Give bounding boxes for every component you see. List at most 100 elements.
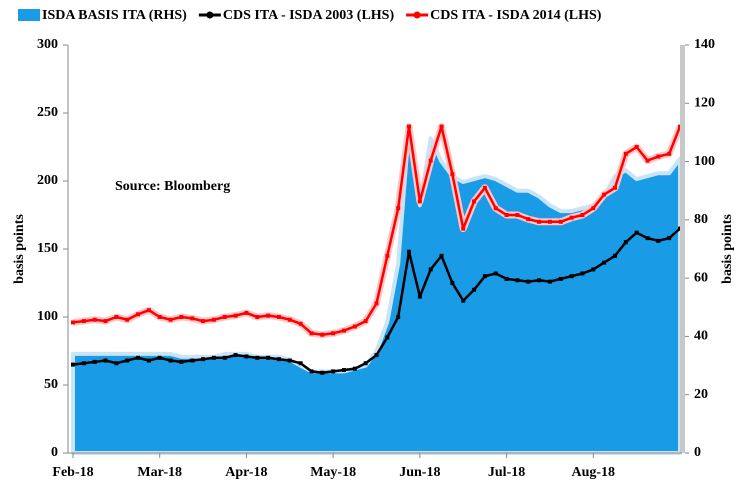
marker <box>298 321 303 326</box>
y-tick-label: 150 <box>37 241 58 256</box>
marker <box>125 358 130 363</box>
marker <box>407 124 412 129</box>
marker <box>276 357 281 362</box>
marker <box>612 253 617 258</box>
marker <box>580 213 585 217</box>
marker <box>482 274 487 279</box>
marker <box>266 313 271 318</box>
marker <box>287 317 292 322</box>
y-tick-label: 0 <box>51 445 58 460</box>
legend-marker <box>206 11 214 19</box>
marker <box>233 313 238 318</box>
marker <box>114 361 119 366</box>
marker <box>558 219 563 224</box>
marker <box>71 362 75 367</box>
marker <box>461 226 466 231</box>
marker <box>341 368 346 373</box>
marker <box>157 315 162 319</box>
x-tick-label: Mar-18 <box>137 465 182 480</box>
y-tick-label: 200 <box>37 173 58 188</box>
marker <box>244 310 249 315</box>
marker <box>255 315 260 319</box>
y2-tick-label: 0 <box>694 445 701 460</box>
marker <box>92 317 97 322</box>
marker <box>385 335 390 340</box>
marker <box>352 366 357 371</box>
marker <box>547 219 552 224</box>
y2-axis-label: basis points <box>720 214 735 284</box>
marker <box>407 249 412 254</box>
marker <box>211 317 216 322</box>
marker <box>309 369 314 374</box>
y-tick-label: 100 <box>37 309 58 324</box>
y2-axis <box>680 45 685 453</box>
marker <box>71 320 75 325</box>
x-tick-label: Jul-18 <box>488 465 525 480</box>
marker <box>266 355 271 360</box>
marker <box>493 206 498 211</box>
marker <box>515 213 520 217</box>
legend-label: CDS ITA - ISDA 2014 (LHS) <box>430 8 602 23</box>
marker <box>504 276 509 281</box>
marker <box>504 213 509 217</box>
marker <box>179 359 184 364</box>
marker <box>157 355 162 360</box>
legend-label: CDS ITA - ISDA 2003 (LHS) <box>223 8 395 23</box>
marker <box>92 359 97 364</box>
marker <box>645 236 650 241</box>
marker <box>428 267 433 272</box>
marker <box>472 199 477 204</box>
marker <box>244 354 249 359</box>
marker <box>461 298 466 303</box>
y2-tick-label: 120 <box>694 96 715 111</box>
x-tick-label: Jun-18 <box>399 465 440 480</box>
marker <box>201 319 206 324</box>
marker <box>450 172 455 177</box>
marker <box>602 192 607 197</box>
marker <box>602 260 607 265</box>
y2-tick-label: 40 <box>694 329 708 344</box>
marker <box>645 158 650 163</box>
marker <box>526 217 531 222</box>
marker <box>233 353 238 358</box>
marker <box>656 238 661 243</box>
marker <box>428 158 433 163</box>
marker <box>222 315 227 319</box>
marker <box>667 236 672 241</box>
marker <box>103 358 108 363</box>
x-tick-label: Aug-18 <box>572 465 616 480</box>
annotation: Source: Bloomberg <box>115 179 230 194</box>
legend-label: ISDA BASIS ITA (RHS) <box>42 8 187 23</box>
marker <box>211 355 216 360</box>
marker <box>396 315 401 319</box>
marker <box>439 124 444 129</box>
legend-marker <box>413 11 421 19</box>
marker <box>439 253 444 258</box>
marker <box>190 358 195 363</box>
marker <box>569 215 574 220</box>
marker <box>667 151 672 156</box>
marker <box>634 230 639 235</box>
marker <box>569 274 574 279</box>
marker <box>298 361 303 366</box>
marker <box>114 315 119 319</box>
marker <box>320 332 325 337</box>
marker <box>255 355 260 360</box>
marker <box>81 319 86 324</box>
marker <box>331 331 336 336</box>
marker <box>136 312 141 317</box>
marker <box>103 319 108 324</box>
marker <box>222 355 227 360</box>
marker <box>352 324 357 329</box>
marker <box>309 331 314 336</box>
marker <box>634 145 639 149</box>
marker <box>482 185 487 190</box>
marker <box>125 317 130 322</box>
marker <box>341 328 346 333</box>
marker <box>168 317 173 322</box>
y2-tick-label: 80 <box>694 212 708 227</box>
marker <box>450 281 455 285</box>
y2-tick-label: 100 <box>694 154 715 169</box>
y-tick-label: 50 <box>44 377 58 392</box>
